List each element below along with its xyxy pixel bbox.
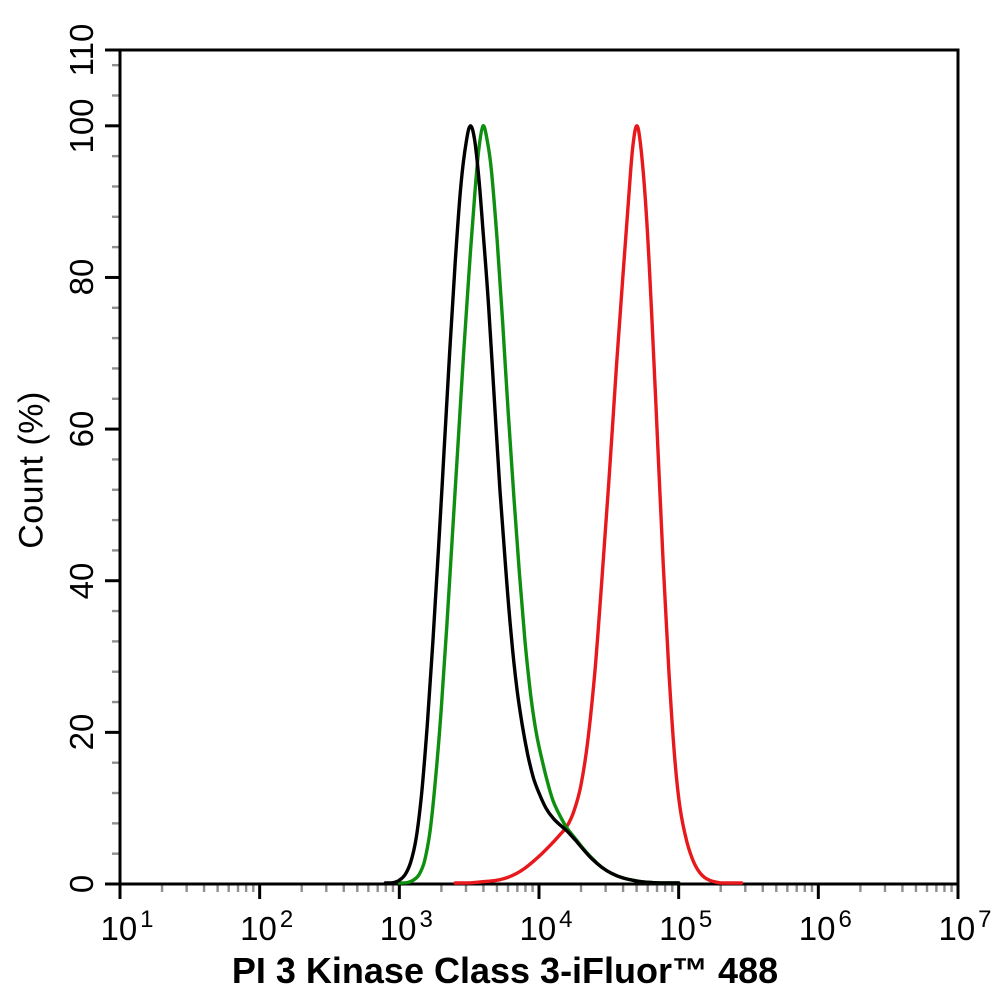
x-tick-label-10e3: 10 3 [380, 903, 433, 947]
x-tick-base: 10 [519, 910, 557, 947]
x-tick-exponent: 3 [419, 906, 433, 933]
x-tick-base: 10 [938, 910, 976, 947]
x-tick-label-10e4: 10 4 [519, 903, 573, 947]
plot-border [118, 48, 960, 886]
x-tick-label-10e6: 10 6 [799, 903, 852, 947]
y-tick-label-110: 110 [63, 23, 100, 77]
x-tick-exponent: 1 [140, 906, 154, 933]
x-axis-title: PI 3 Kinase Class 3-iFluor™ 488 [231, 950, 779, 991]
y-tick-label-40: 40 [63, 562, 100, 600]
x-tick-label-10e2: 10 2 [240, 903, 294, 947]
x-tick-label-10e7: 10 7 [938, 903, 992, 947]
x-tick-base: 10 [379, 910, 417, 947]
y-tick-label-100: 100 [63, 98, 100, 154]
black-curve [383, 124, 681, 885]
x-tick-exponent: 5 [698, 906, 713, 933]
x-tick-base: 10 [798, 910, 836, 947]
red-curve [453, 124, 744, 885]
x-tick-exponent: 2 [279, 906, 294, 933]
x-tick-label-10e1: 10 1 [100, 903, 154, 947]
x-tick-exponent: 7 [978, 906, 992, 933]
x-tick-base: 10 [240, 910, 277, 947]
x-tick-base: 10 [100, 910, 138, 947]
x-tick-base: 10 [659, 910, 696, 947]
x-tick-label-10e5: 10 5 [659, 903, 713, 947]
y-tick-label-80: 80 [63, 259, 100, 296]
x-tick-exponent: 6 [838, 906, 852, 933]
y-tick-label-0: 0 [63, 874, 100, 894]
x-tick-exponent: 4 [559, 906, 573, 933]
y-tick-label-20: 20 [63, 714, 100, 751]
y-tick-label-60: 60 [63, 410, 100, 448]
y-axis-title: Count (%) [12, 391, 51, 549]
